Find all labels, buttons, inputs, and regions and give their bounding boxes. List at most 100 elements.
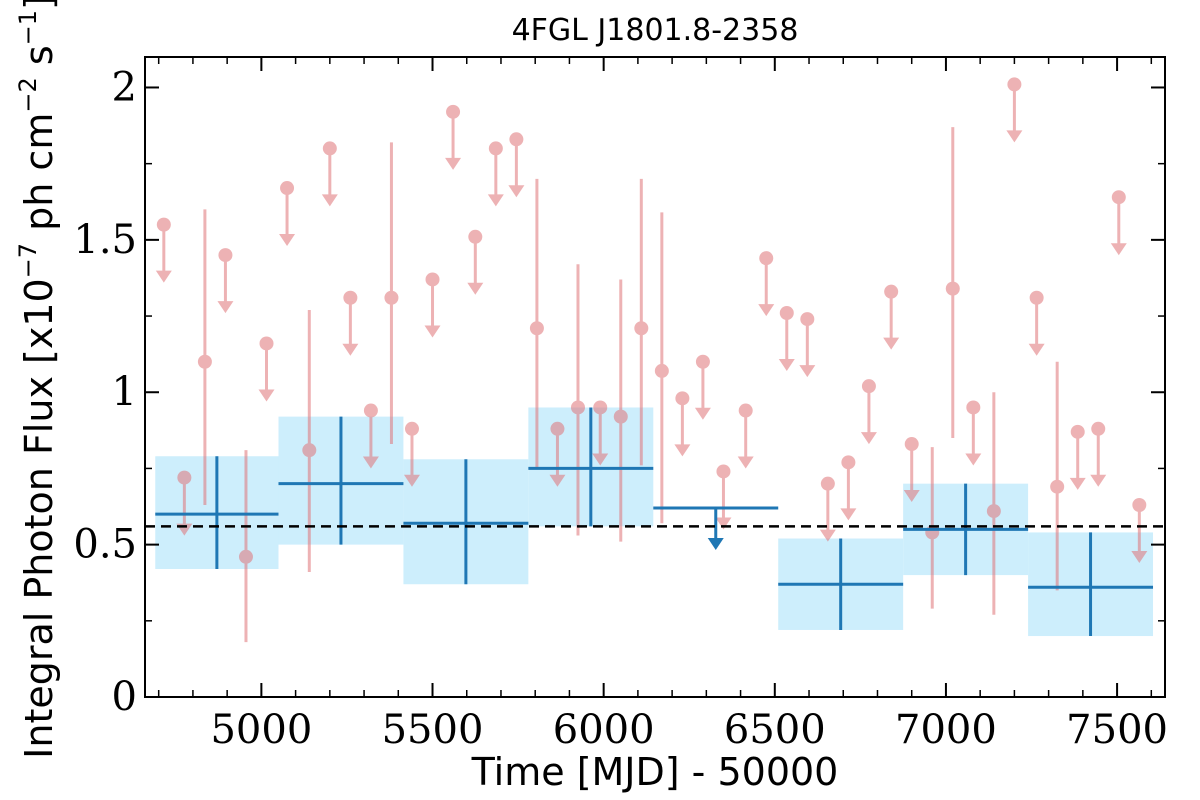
y-tick-label: 0.5	[73, 522, 137, 568]
short-bin-point	[634, 178, 649, 466]
short-bin-marker	[425, 272, 440, 287]
y-axis-title-part: Integral Photon Flux [x10	[17, 278, 61, 759]
short-bin-marker	[1070, 424, 1085, 439]
upper-limit-arrow	[1006, 130, 1023, 143]
short-bin-marker	[986, 504, 1001, 519]
long-bin-point	[778, 538, 904, 630]
short-bin-point	[279, 181, 296, 247]
short-bin-point	[674, 391, 691, 457]
upper-limit-arrow	[707, 538, 724, 551]
upper-limit-arrow	[758, 304, 775, 317]
upper-limit-arrow	[737, 456, 754, 469]
short-bin-marker	[468, 229, 483, 244]
short-bin-point	[613, 279, 628, 542]
y-axis-title-exponent: −7	[14, 243, 42, 278]
short-bin-point	[654, 212, 669, 524]
x-tick-label: 7000	[895, 707, 997, 753]
upper-limit-arrow	[279, 234, 296, 247]
short-bin-marker	[488, 141, 503, 156]
upper-limit-arrow	[883, 337, 900, 350]
y-tick-label: 0	[112, 674, 137, 720]
short-bin-marker	[509, 132, 524, 147]
short-bin-marker	[238, 549, 253, 564]
upper-limit-arrow	[217, 301, 234, 314]
short-bin-point	[529, 178, 544, 469]
long-bin-layer	[155, 407, 1154, 637]
short-bin-point	[945, 127, 960, 438]
upper-limit-arrow	[155, 270, 172, 283]
upper-limit-arrow	[1028, 343, 1045, 356]
short-bin-point	[403, 421, 420, 487]
upper-limit-arrow	[592, 453, 609, 466]
plot-frame	[144, 56, 1166, 698]
upper-limit-arrow	[445, 157, 462, 170]
upper-limit-arrow	[342, 343, 359, 356]
short-bin-point	[155, 217, 172, 283]
short-bin-marker	[861, 379, 876, 394]
short-bin-marker	[820, 476, 835, 491]
y-tick-label: 1	[112, 369, 137, 415]
upper-limit-arrow	[778, 359, 795, 371]
upper-limit-arrow	[1131, 551, 1148, 563]
x-tick-label: 6500	[724, 707, 826, 753]
short-bin-marker	[218, 248, 233, 263]
x-tick-label: 7500	[1066, 707, 1168, 753]
short-bin-marker	[716, 464, 731, 479]
upper-limit-arrow	[674, 444, 691, 457]
short-bin-point	[903, 437, 920, 503]
short-bin-marker	[966, 400, 981, 415]
y-axis-title-part: ph cm	[17, 113, 61, 243]
upper-limit-arrow	[321, 194, 338, 207]
x-tick-label: 5000	[210, 707, 312, 753]
long-bin-point	[653, 506, 779, 551]
upper-limit-arrow	[715, 517, 732, 530]
short-bin-marker	[779, 306, 794, 320]
short-bin-point	[860, 379, 877, 445]
short-bin-point	[840, 455, 857, 521]
y-axis-title-exponent: −2	[14, 77, 42, 112]
short-bin-point	[487, 141, 504, 207]
upper-limit-arrow	[694, 407, 711, 420]
short-bin-marker	[259, 336, 274, 351]
short-bin-marker	[593, 400, 608, 415]
short-bin-point	[445, 104, 462, 170]
short-bin-point	[1069, 424, 1086, 490]
short-bin-marker	[446, 104, 461, 119]
upper-limit-arrow	[903, 490, 920, 503]
short-bin-point	[965, 400, 982, 466]
short-bin-point	[925, 447, 940, 609]
short-bin-point	[258, 336, 275, 402]
short-bin-point	[342, 290, 359, 356]
upper-limit-arrow	[549, 474, 566, 487]
short-bin-point	[1090, 421, 1107, 487]
short-bin-marker	[613, 409, 628, 424]
upper-limit-arrow	[860, 432, 877, 445]
short-bin-marker	[675, 391, 690, 406]
axis-ticks: 5000 5500 6000 6500 7000 7500 0 0.5 1 1.5 2	[73, 57, 1168, 753]
short-bin-point	[758, 251, 775, 317]
short-bin-point	[1110, 190, 1127, 256]
y-axis-title: Integral Photon Flux [x10−7 ph cm−2 s−1]	[14, 0, 61, 759]
short-bin-point	[1050, 361, 1065, 591]
upper-limit-arrow	[403, 474, 420, 487]
short-bin-marker	[302, 443, 317, 458]
error-band-layer	[155, 407, 1154, 637]
upper-limit-arrow	[819, 529, 836, 542]
short-bin-marker	[343, 290, 358, 305]
short-bin-marker	[800, 312, 815, 327]
short-bin-marker	[177, 470, 192, 485]
long-bin-point	[528, 407, 654, 527]
short-bin-marker	[404, 421, 419, 436]
upper-limit-arrow	[1110, 243, 1127, 256]
short-bin-point	[302, 309, 317, 573]
chart-title: 4FGL J1801.8-2358	[512, 13, 799, 48]
upper-limit-arrow	[965, 453, 982, 466]
short-bin-marker	[156, 217, 171, 232]
short-bin-point	[986, 392, 1001, 615]
long-bin-point	[155, 456, 279, 569]
upper-limit-arrow	[1069, 477, 1086, 490]
short-bin-point	[424, 272, 441, 338]
upper-limit-arrow	[1090, 474, 1107, 487]
